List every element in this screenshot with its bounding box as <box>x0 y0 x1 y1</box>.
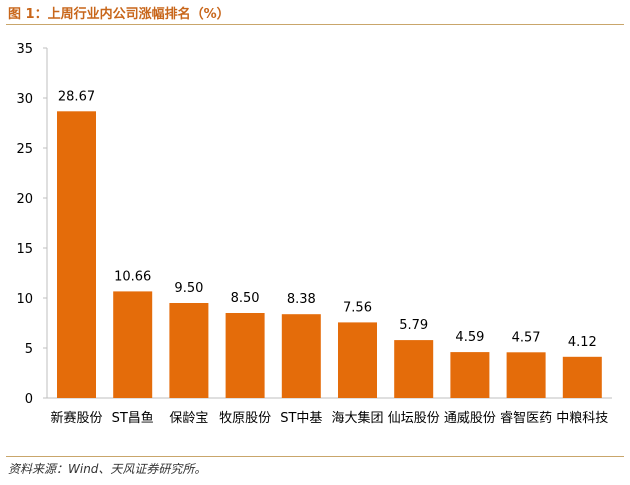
bar-value-label: 7.56 <box>343 300 372 315</box>
bar-value-label: 9.50 <box>174 281 203 296</box>
bar <box>281 314 321 398</box>
category-label: 睿智医药 <box>500 411 552 426</box>
category-label: ST昌鱼 <box>112 410 154 426</box>
bar <box>169 303 209 398</box>
category-label: 通威股份 <box>444 411 496 426</box>
bar-value-label: 28.67 <box>58 89 95 104</box>
bar <box>562 356 602 398</box>
bottom-divider <box>6 456 624 457</box>
chart-title: 图 1：上周行业内公司涨幅排名（%） <box>8 7 230 22</box>
chart-labels: 28.67 新赛股份 10.66 ST昌鱼 9.50 保龄宝 8.50 牧原股份 8.38 ST中… <box>50 89 608 426</box>
bar <box>338 322 377 398</box>
y-tick-label: 5 <box>25 342 33 357</box>
bar <box>225 313 265 398</box>
category-label: 中粮科技 <box>556 411 608 426</box>
bar <box>394 340 434 398</box>
y-tick-label: 25 <box>16 142 33 157</box>
category-label: 保龄宝 <box>169 411 208 426</box>
category-label: 仙坛股份 <box>388 411 440 426</box>
chart-bars <box>57 111 602 399</box>
bar-chart: 0 5 10 15 20 25 30 35 28.67 新赛股份 10.66 ST昌鱼 9.50 保龄宝… <box>16 42 612 426</box>
bar <box>450 352 490 398</box>
bar-value-label: 8.50 <box>231 291 260 306</box>
source-note: 资料来源：Wind、天风证券研究所。 <box>8 462 207 476</box>
bar-value-label: 10.66 <box>114 269 151 284</box>
bar-value-label: 4.59 <box>455 330 484 345</box>
category-label: 海大集团 <box>331 410 383 426</box>
y-tick-label: 15 <box>16 242 33 257</box>
bar <box>506 352 546 398</box>
top-divider <box>6 24 624 25</box>
bar-value-label: 5.79 <box>399 318 428 333</box>
category-label: 新赛股份 <box>50 410 102 426</box>
y-tick-label: 20 <box>16 192 33 207</box>
category-label: 牧原股份 <box>219 411 271 426</box>
bar <box>113 291 153 398</box>
y-tick-label: 10 <box>16 292 33 307</box>
y-tick-label: 30 <box>16 92 33 107</box>
category-label: ST中基 <box>280 411 322 426</box>
bar-value-label: 4.57 <box>512 330 541 345</box>
bar-value-label: 8.38 <box>287 292 316 307</box>
y-tick-label: 35 <box>16 42 33 57</box>
y-tick-label: 0 <box>25 392 33 407</box>
bar <box>57 111 96 399</box>
bar-value-label: 4.12 <box>568 335 597 350</box>
